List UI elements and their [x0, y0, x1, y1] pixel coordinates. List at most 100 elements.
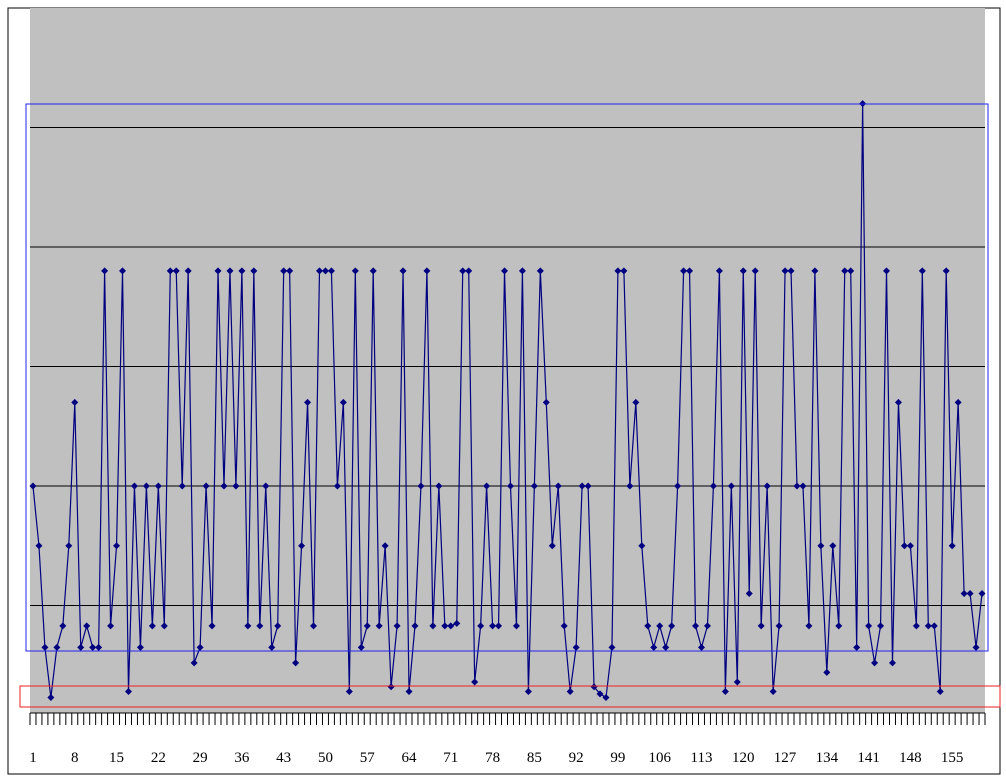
- data-point: [184, 267, 192, 275]
- data-point: [853, 643, 861, 651]
- data-point: [369, 267, 377, 275]
- data-point: [960, 590, 968, 598]
- data-point: [817, 542, 825, 550]
- data-point: [602, 694, 610, 702]
- data-point: [363, 622, 371, 630]
- data-point: [912, 622, 920, 630]
- data-point: [554, 482, 562, 490]
- data-point: [483, 482, 491, 490]
- data-point: [357, 643, 365, 651]
- data-point: [936, 688, 944, 696]
- data-point: [811, 267, 819, 275]
- data-point: [71, 398, 79, 406]
- x-tick-label: 22: [151, 750, 166, 766]
- data-point: [608, 643, 616, 651]
- data-point: [566, 688, 574, 696]
- data-point: [238, 267, 246, 275]
- data-point: [95, 643, 103, 651]
- x-tick-label: 106: [648, 750, 671, 766]
- data-point: [256, 622, 264, 630]
- data-point: [656, 622, 664, 630]
- x-tick-label: 8: [71, 750, 79, 766]
- data-point: [321, 267, 329, 275]
- data-point: [453, 619, 461, 627]
- data-point: [966, 590, 974, 598]
- data-point: [399, 267, 407, 275]
- x-tick-label: 85: [527, 750, 542, 766]
- data-point: [107, 622, 115, 630]
- data-point: [662, 643, 670, 651]
- data-point: [751, 267, 759, 275]
- x-tick-label: 155: [941, 750, 964, 766]
- data-point: [644, 622, 652, 630]
- data-point: [894, 398, 902, 406]
- data-point: [29, 482, 37, 490]
- data-point: [697, 643, 705, 651]
- data-point: [119, 267, 127, 275]
- data-point: [417, 482, 425, 490]
- data-point: [512, 622, 520, 630]
- data-point: [130, 482, 138, 490]
- data-point: [793, 482, 801, 490]
- data-point: [542, 398, 550, 406]
- data-point: [351, 267, 359, 275]
- data-point: [835, 622, 843, 630]
- data-point: [799, 482, 807, 490]
- data-point: [709, 482, 717, 490]
- data-point: [375, 622, 383, 630]
- data-point: [805, 622, 813, 630]
- data-point: [674, 482, 682, 490]
- data-point: [715, 267, 723, 275]
- data-point: [166, 267, 174, 275]
- data-point: [477, 622, 485, 630]
- data-point: [739, 267, 747, 275]
- data-point: [53, 643, 61, 651]
- data-point: [763, 482, 771, 490]
- data-point: [35, 542, 43, 550]
- data-point: [501, 267, 509, 275]
- highlight-box: [19, 685, 1001, 708]
- x-tick-label: 29: [193, 750, 208, 766]
- data-point: [978, 590, 986, 598]
- data-point: [327, 267, 335, 275]
- data-point: [596, 690, 604, 698]
- x-tick-label: 113: [691, 750, 713, 766]
- data-point: [304, 398, 312, 406]
- x-tick-label: 50: [318, 750, 333, 766]
- data-point: [918, 267, 926, 275]
- x-tick-label: 99: [610, 750, 625, 766]
- plot-layer: 1 8 15 22 29 36 43 50 57 64 71 78 85 92 99 106 113 120 127…: [29, 100, 986, 766]
- data-point: [160, 622, 168, 630]
- data-point: [948, 542, 956, 550]
- data-point: [89, 643, 97, 651]
- x-tick-label: 78: [485, 750, 500, 766]
- data-point: [781, 267, 789, 275]
- data-point: [638, 542, 646, 550]
- data-point: [274, 622, 282, 630]
- data-point: [972, 643, 980, 651]
- data-point: [286, 267, 294, 275]
- data-point: [268, 643, 276, 651]
- data-point: [423, 267, 431, 275]
- x-tick-label: 92: [569, 750, 584, 766]
- data-point: [877, 622, 885, 630]
- data-point: [924, 622, 932, 630]
- data-point: [721, 688, 729, 696]
- data-point: [847, 267, 855, 275]
- data-point: [560, 622, 568, 630]
- data-point: [178, 482, 186, 490]
- data-point: [530, 482, 538, 490]
- data-point: [954, 398, 962, 406]
- data-point: [632, 398, 640, 406]
- data-point: [686, 267, 694, 275]
- data-point: [733, 678, 741, 686]
- data-point: [650, 643, 658, 651]
- data-point: [626, 482, 634, 490]
- data-point: [124, 688, 132, 696]
- data-point: [465, 267, 473, 275]
- data-point: [906, 542, 914, 550]
- x-tick-label: 148: [899, 750, 922, 766]
- data-point: [769, 688, 777, 696]
- data-point: [578, 482, 586, 490]
